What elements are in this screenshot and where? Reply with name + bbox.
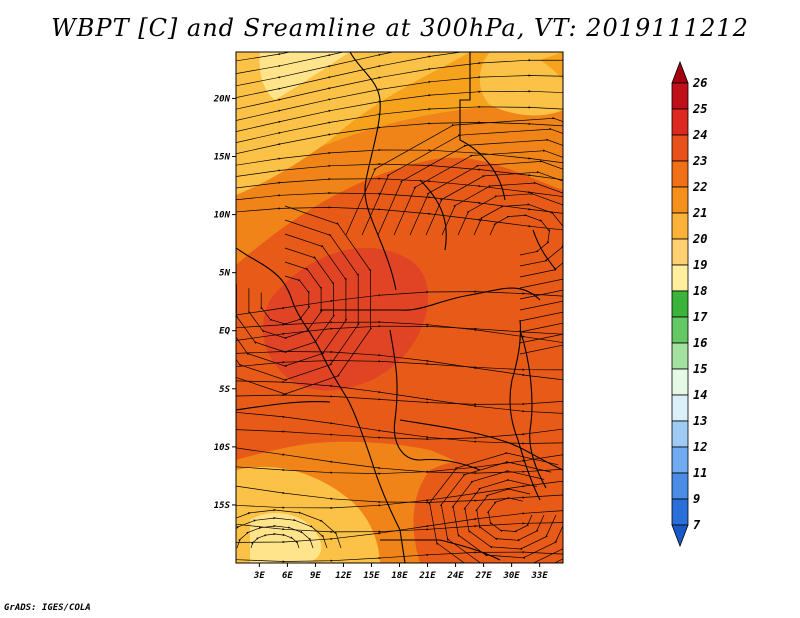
streamline (236, 508, 342, 549)
lon-tick-label: 3E (253, 571, 265, 581)
colorbar-label: 16 (693, 336, 707, 350)
colorbar-label: 23 (692, 154, 707, 168)
border-sudan (459, 52, 506, 201)
colorbar-box (671, 160, 689, 188)
streamlines (236, 52, 563, 563)
streamline (428, 451, 563, 563)
colorbar-label: 21 (692, 206, 707, 220)
lat-tick-label: 10N (214, 211, 231, 221)
lon-tick-label: 12E (335, 571, 352, 581)
border-congo (389, 329, 481, 471)
lon-tick-label: 30E (502, 571, 520, 581)
streamline (236, 290, 563, 316)
colorbar-top-triangle (671, 60, 689, 84)
colorbar-label: 7 (693, 518, 701, 532)
lon-tick-label: 33E (531, 571, 549, 581)
border-south (380, 539, 501, 561)
lat-tick-label: 15S (214, 501, 231, 511)
colorbar-label: 11 (693, 466, 707, 480)
border-drc-zambia (399, 419, 563, 471)
colorbar-box (671, 134, 689, 162)
colorbar-box (671, 420, 689, 448)
colorbar-box (671, 368, 689, 396)
border-niger-chad (349, 52, 397, 291)
colorbar-label: 15 (693, 362, 707, 376)
colorbar-box (671, 316, 689, 344)
border-ethiopia (532, 229, 557, 271)
colorbar-box (671, 498, 689, 526)
lon-tick-label: 9E (310, 571, 321, 581)
colorbar-label: 18 (693, 284, 707, 298)
colorbar-box (671, 290, 689, 318)
lon-tick-label: 27E (474, 571, 492, 581)
streamline (236, 325, 563, 341)
streamline (236, 393, 563, 406)
colorbar-label: 20 (692, 232, 707, 246)
latitude-axis: 20N 15N 10N 5N EQ 5S 10S 15S (213, 94, 236, 511)
colorbar-label: 24 (692, 128, 707, 142)
colorbar-box (671, 446, 689, 474)
colorbar-box (671, 108, 689, 136)
colorbar-label: 12 (693, 440, 707, 454)
lon-tick-label: 15E (363, 571, 380, 581)
colorbar-label: 17 (693, 310, 708, 324)
colorbar-label: 22 (692, 180, 707, 194)
streamline (345, 116, 563, 355)
colorbar-box (671, 472, 689, 500)
border-chad-car (419, 179, 447, 251)
colorbar-label: 13 (693, 414, 707, 428)
colorbar-box (671, 342, 689, 370)
streamline (236, 350, 563, 381)
coastline-west (236, 247, 406, 563)
colorbar-bottom-triangle (671, 524, 689, 548)
colorbar-box (671, 238, 689, 266)
grads-credit: GrADS: IGES/COLA (4, 603, 91, 613)
colorbar-label: 25 (692, 102, 707, 116)
lat-tick-label: 5S (219, 385, 230, 395)
streamline (236, 359, 563, 371)
lat-tick-label: 10S (214, 443, 231, 453)
field-level-21-se (540, 52, 563, 80)
lat-tick-label: EQ (219, 327, 230, 337)
chart-title: WBPT [C] and Sreamline at 300hPa, VT: 20… (51, 14, 749, 42)
colorbar-box (671, 186, 689, 214)
lat-tick-label: 15N (214, 153, 231, 163)
colorbar-label: 9 (693, 492, 700, 506)
longitude-axis: 3E 6E 9E 12E 15E 18E 21E 24E 27E 30E 33E (253, 563, 548, 581)
colorbar-box (671, 82, 689, 110)
lon-tick-label: 6E (282, 571, 293, 581)
lake-tanganyika (519, 329, 547, 489)
colorbar-box (671, 394, 689, 422)
country-borders (236, 52, 563, 563)
colorbar-box (671, 264, 689, 292)
lat-tick-label: 20N (213, 94, 231, 104)
lat-tick-label: 5N (219, 269, 230, 279)
lon-tick-label: 18E (391, 571, 408, 581)
border-misc (236, 401, 331, 411)
lon-tick-label: 24E (446, 571, 464, 581)
colorbar-label: 26 (692, 76, 707, 90)
border-east (509, 319, 541, 501)
colorbar-box (671, 212, 689, 240)
border-car (320, 287, 541, 311)
colorbar-label: 19 (693, 258, 707, 272)
colorbar-label: 14 (693, 388, 707, 402)
lon-tick-label: 21E (418, 571, 436, 581)
streamline (236, 320, 563, 343)
field-shading (236, 52, 563, 563)
